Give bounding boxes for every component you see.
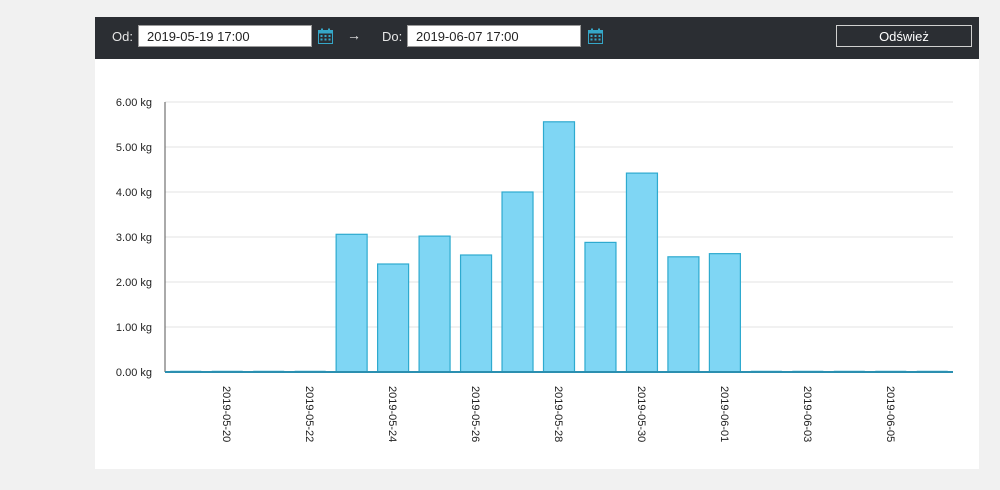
range-arrow: → [347, 27, 361, 43]
bar [625, 172, 659, 373]
bar [542, 121, 576, 373]
from-date-input[interactable] [138, 25, 312, 47]
y-tick-label: 5.00 kg [116, 142, 152, 154]
y-tick-label: 6.00 kg [116, 97, 152, 109]
y-tick-label: 1.00 kg [116, 322, 152, 334]
y-tick-label: 3.00 kg [116, 232, 152, 244]
y-tick-label: 4.00 kg [116, 187, 152, 199]
x-tick-label: 2019-05-20 [220, 386, 232, 442]
x-tick-label: 2019-05-26 [469, 386, 481, 442]
date-range-toolbar: Od: → Do: Odśwież [95, 17, 979, 59]
calendar-icon[interactable] [318, 28, 333, 44]
bar [418, 235, 451, 373]
refresh-button[interactable]: Odśwież [836, 25, 972, 47]
x-tick-label: 2019-05-30 [635, 386, 647, 442]
x-tick-label: 2019-06-03 [801, 386, 813, 442]
to-date-input[interactable] [407, 25, 581, 47]
bar [459, 254, 493, 373]
x-tick-label: 2019-05-22 [303, 386, 315, 442]
bar [335, 233, 368, 373]
bar [584, 241, 617, 373]
y-tick-label: 0.00 kg [116, 367, 152, 379]
bar-chart: 0.00 kg 1.00 kg 2.00 kg 3.00 kg 4.00 kg 5.00 … [116, 97, 953, 442]
bar [667, 256, 700, 373]
bar [377, 263, 410, 373]
y-tick-label: 2.00 kg [116, 277, 152, 289]
x-tick-label: 2019-06-01 [718, 386, 730, 442]
calendar-icon[interactable] [588, 28, 603, 44]
x-tick-label: 2019-05-28 [552, 386, 564, 442]
chart-panel: Od: → Do: Odśwież 0.00 kg 1.00 kg [95, 17, 979, 469]
to-label: Do: [382, 29, 403, 44]
bar [501, 191, 534, 373]
bar [708, 253, 741, 373]
from-label: Od: [112, 29, 133, 44]
x-tick-label: 2019-06-05 [884, 386, 896, 442]
x-tick-label: 2019-05-24 [386, 386, 398, 442]
